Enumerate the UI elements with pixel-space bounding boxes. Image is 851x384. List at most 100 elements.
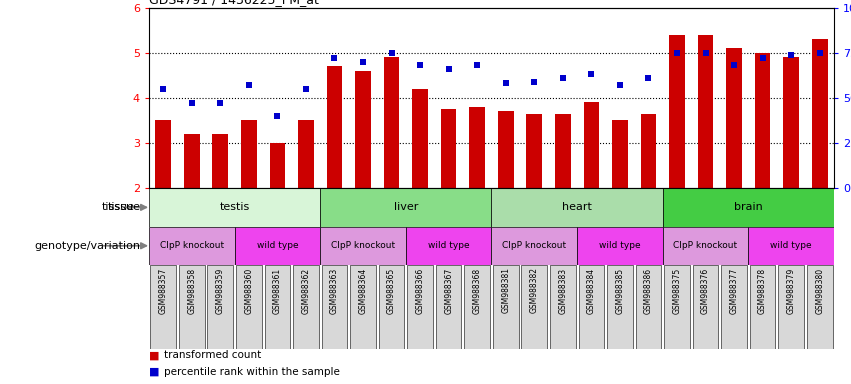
Bar: [350, 265, 376, 349]
Bar: [722, 265, 747, 349]
Bar: [208, 265, 233, 349]
Bar: [441, 109, 456, 188]
Bar: [270, 143, 285, 188]
Text: genotype/variation: genotype/variation: [34, 241, 140, 251]
Bar: [322, 265, 347, 349]
Bar: [783, 57, 799, 188]
Bar: [550, 265, 575, 349]
Text: liver: liver: [394, 202, 418, 212]
Text: testis: testis: [220, 202, 249, 212]
Bar: [320, 188, 492, 227]
Point: [385, 50, 398, 56]
Bar: [327, 66, 342, 188]
Point: [242, 82, 255, 88]
Text: GDS4791 / 1436225_PM_at: GDS4791 / 1436225_PM_at: [149, 0, 319, 7]
Point: [414, 62, 427, 68]
Point: [785, 51, 798, 58]
Bar: [664, 265, 690, 349]
Bar: [750, 265, 775, 349]
Bar: [156, 121, 171, 188]
Text: tissue: tissue: [107, 202, 140, 212]
Bar: [779, 265, 804, 349]
Point: [299, 86, 312, 92]
Point: [728, 62, 741, 68]
Point: [756, 55, 769, 61]
Text: GSM988364: GSM988364: [358, 268, 368, 314]
Text: GSM988377: GSM988377: [729, 268, 739, 314]
Text: GSM988375: GSM988375: [672, 268, 682, 314]
Bar: [577, 227, 663, 265]
Text: ClpP knockout: ClpP knockout: [502, 241, 566, 250]
Bar: [436, 265, 461, 349]
Text: GSM988363: GSM988363: [330, 268, 339, 314]
Bar: [412, 89, 428, 188]
Text: GSM988380: GSM988380: [815, 268, 825, 314]
Text: GSM988362: GSM988362: [301, 268, 311, 314]
Text: brain: brain: [734, 202, 762, 212]
Bar: [669, 35, 685, 188]
Text: wild type: wild type: [256, 241, 298, 250]
Bar: [498, 111, 513, 188]
Bar: [236, 265, 261, 349]
Bar: [663, 188, 834, 227]
Bar: [493, 265, 518, 349]
Bar: [470, 107, 485, 188]
Bar: [265, 265, 290, 349]
Text: GSM988376: GSM988376: [701, 268, 710, 314]
Text: heart: heart: [563, 202, 592, 212]
Text: GSM988366: GSM988366: [415, 268, 425, 314]
Point: [271, 113, 284, 119]
Text: GSM988359: GSM988359: [216, 268, 225, 314]
Bar: [355, 71, 371, 188]
Bar: [298, 121, 314, 188]
Bar: [406, 227, 492, 265]
Bar: [293, 265, 319, 349]
Bar: [641, 114, 656, 188]
Text: wild type: wild type: [428, 241, 470, 250]
Bar: [213, 134, 228, 188]
Bar: [527, 114, 542, 188]
Point: [185, 100, 198, 106]
Text: percentile rank within the sample: percentile rank within the sample: [164, 367, 340, 377]
Bar: [755, 53, 770, 188]
Point: [813, 50, 826, 56]
Point: [556, 75, 569, 81]
Text: GSM988379: GSM988379: [786, 268, 796, 314]
Point: [442, 66, 455, 72]
Bar: [607, 265, 633, 349]
Bar: [636, 265, 661, 349]
Point: [499, 80, 512, 86]
Bar: [320, 227, 406, 265]
Bar: [663, 227, 748, 265]
Text: GSM988386: GSM988386: [644, 268, 653, 314]
Bar: [693, 265, 718, 349]
Point: [699, 50, 712, 56]
Bar: [579, 265, 604, 349]
Bar: [584, 103, 599, 188]
Text: GSM988357: GSM988357: [158, 268, 168, 314]
Point: [471, 62, 484, 68]
Point: [585, 71, 598, 78]
Text: GSM988378: GSM988378: [758, 268, 767, 314]
Text: ClpP knockout: ClpP knockout: [673, 241, 738, 250]
Bar: [241, 121, 257, 188]
Bar: [179, 265, 204, 349]
Bar: [698, 35, 713, 188]
Text: GSM988385: GSM988385: [615, 268, 625, 314]
Text: ■: ■: [149, 350, 159, 360]
Bar: [384, 57, 399, 188]
Bar: [807, 265, 832, 349]
Text: GSM988365: GSM988365: [387, 268, 396, 314]
Bar: [379, 265, 404, 349]
Text: GSM988361: GSM988361: [273, 268, 282, 314]
Text: GSM988358: GSM988358: [187, 268, 197, 314]
Bar: [522, 265, 547, 349]
Bar: [492, 227, 577, 265]
Text: GSM988382: GSM988382: [530, 268, 539, 313]
Text: ClpP knockout: ClpP knockout: [331, 241, 395, 250]
Bar: [555, 114, 571, 188]
Bar: [748, 227, 834, 265]
Bar: [151, 265, 176, 349]
Text: GSM988384: GSM988384: [587, 268, 596, 314]
Text: ClpP knockout: ClpP knockout: [160, 241, 224, 250]
